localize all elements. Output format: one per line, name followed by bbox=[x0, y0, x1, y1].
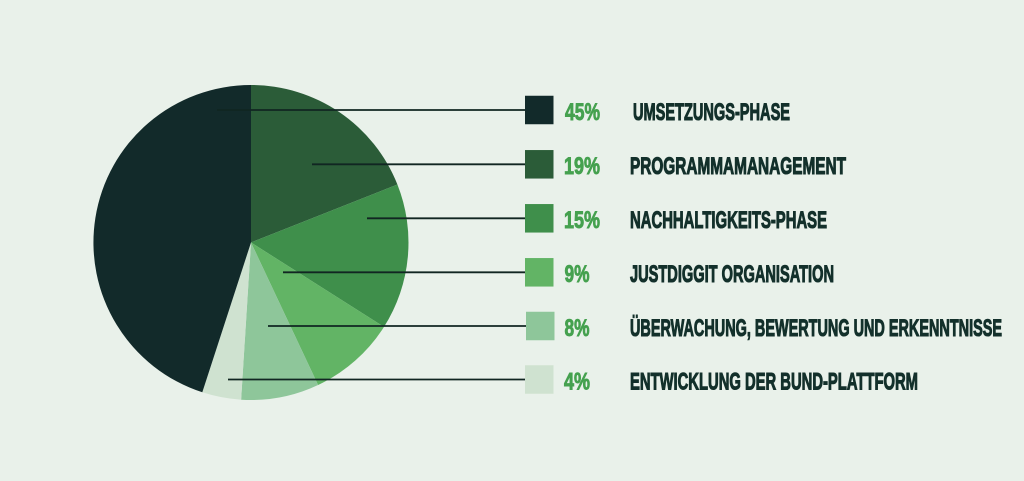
svg-text:9%: 9% bbox=[565, 261, 590, 288]
svg-text:PROGRAMMAMANAGEMENT: PROGRAMMAMANAGEMENT bbox=[630, 153, 846, 180]
svg-text:UMSETZUNGS-PHASE: UMSETZUNGS-PHASE bbox=[633, 99, 790, 126]
svg-text:15%: 15% bbox=[564, 207, 600, 234]
svg-text:JUSTDIGGIT ORGANISATION: JUSTDIGGIT ORGANISATION bbox=[630, 261, 834, 288]
svg-text:8%: 8% bbox=[565, 315, 590, 342]
svg-text:45%: 45% bbox=[565, 99, 600, 126]
svg-text:19%: 19% bbox=[564, 153, 600, 180]
svg-text:4%: 4% bbox=[564, 368, 590, 395]
svg-text:NACHHALTIGKEITS-PHASE: NACHHALTIGKEITS-PHASE bbox=[630, 207, 827, 234]
svg-text:ENTWICKLUNG DER BUND-PLATTFORM: ENTWICKLUNG DER BUND-PLATTFORM bbox=[630, 368, 918, 395]
svg-text:ÜBERWACHUNG, BEWERTUNG UND ERK: ÜBERWACHUNG, BEWERTUNG UND ERKENNTNISSE bbox=[630, 315, 1002, 342]
